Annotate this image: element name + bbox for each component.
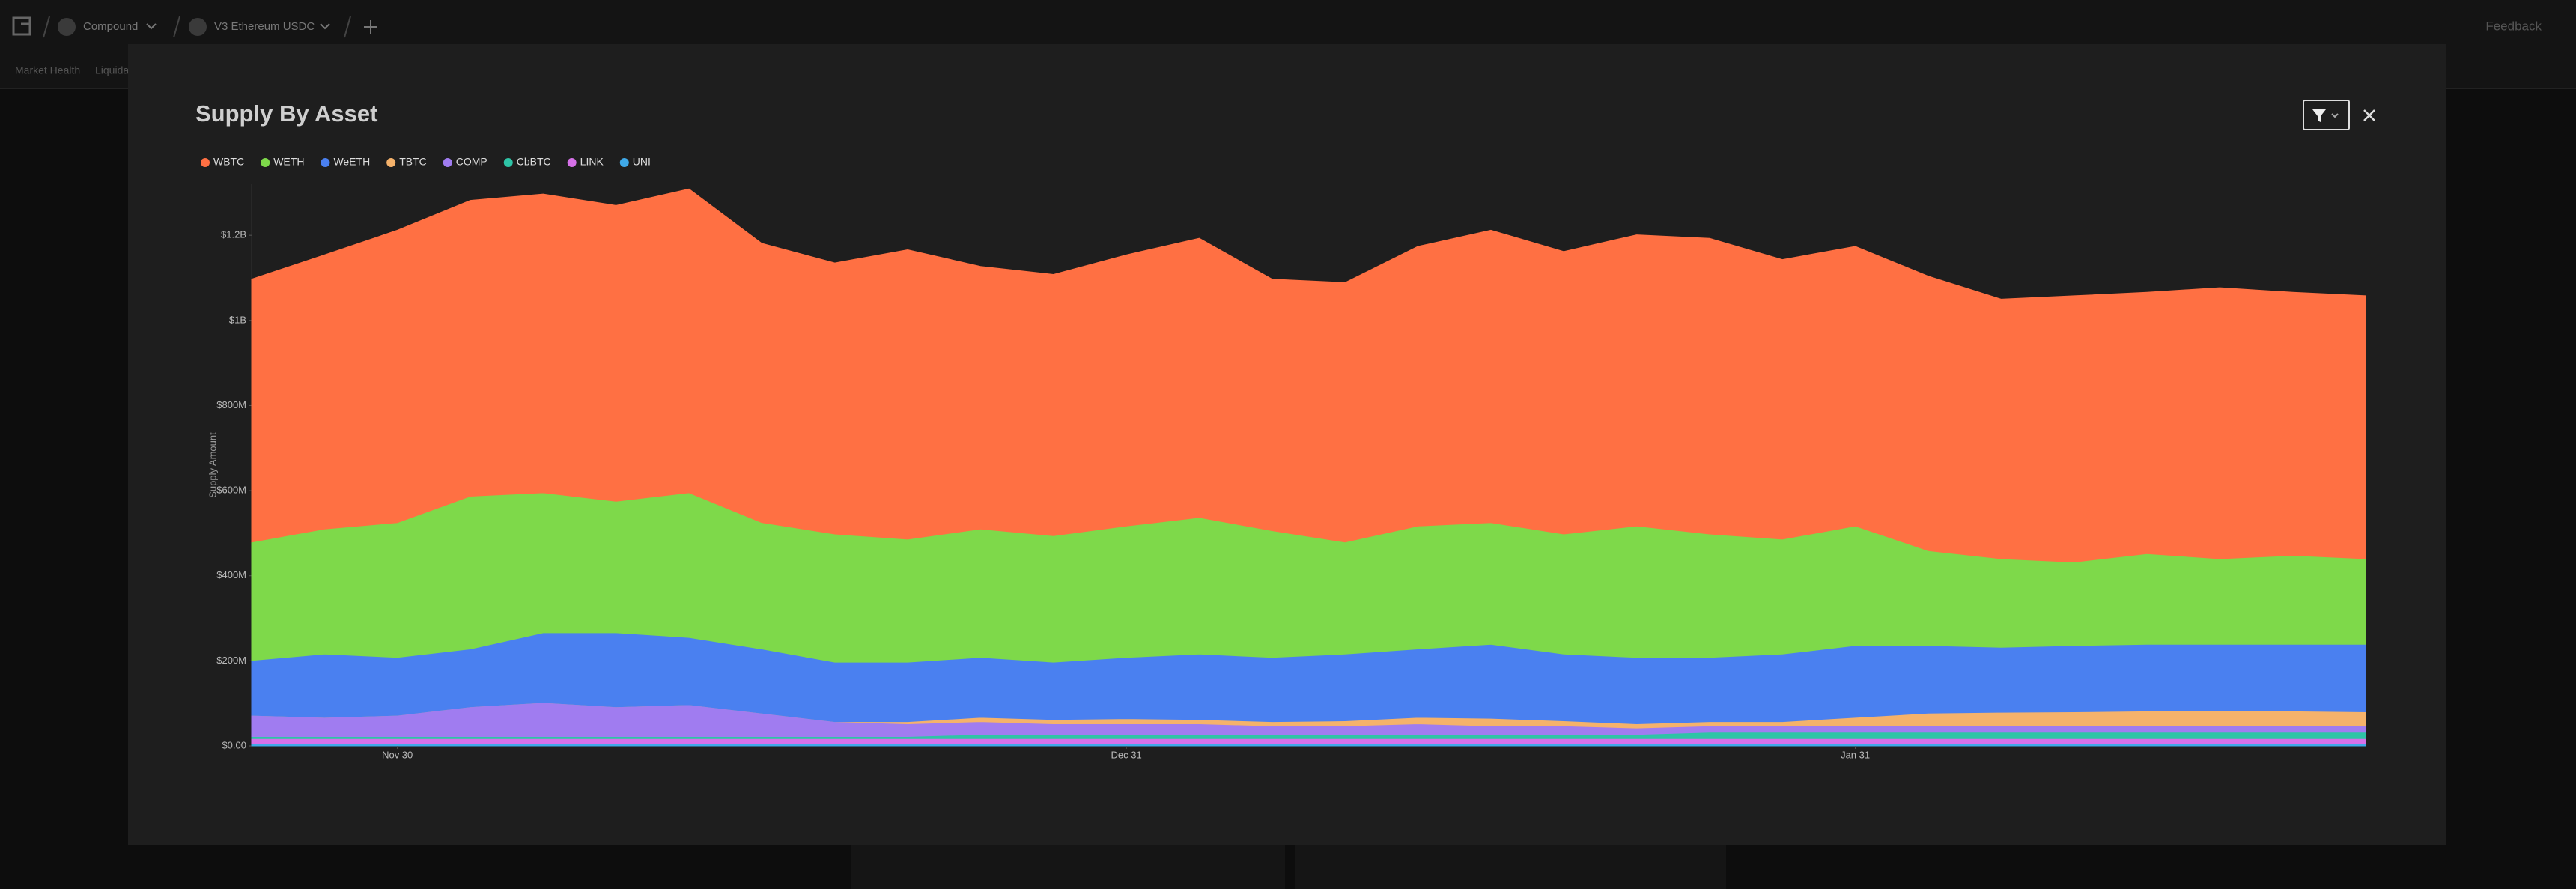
y-tick-label: $600M xyxy=(216,485,246,496)
y-tick-label: $0.00 xyxy=(222,739,246,750)
filter-button[interactable] xyxy=(2303,100,2350,130)
market-name[interactable]: V3 Ethereum USDC xyxy=(214,20,315,33)
separator xyxy=(43,16,50,38)
area xyxy=(251,738,2366,744)
dropdown-caret[interactable] xyxy=(146,23,157,30)
legend-swatch xyxy=(321,158,330,167)
legend-label: WeETH xyxy=(333,156,370,168)
logo[interactable] xyxy=(12,16,31,36)
dropdown-caret[interactable] xyxy=(320,23,330,30)
close-button[interactable] xyxy=(2363,109,2375,121)
legend-label: CbBTC xyxy=(517,156,551,168)
legend-swatch xyxy=(567,158,577,167)
y-tick-label: $200M xyxy=(216,655,246,666)
feedback-link[interactable]: Feedback xyxy=(2485,19,2542,33)
market-icon xyxy=(189,18,207,36)
legend-swatch xyxy=(619,158,629,167)
legend-label: WBTC xyxy=(213,156,244,168)
x-tick-label: Dec 31 xyxy=(1111,749,1142,760)
plot-area: $0.00 $200M $400M $600M $800M $1B $1.2B Nov 30 D… xyxy=(216,184,2366,760)
y-axis-label: Supply Amount xyxy=(207,432,218,498)
chart-title: Supply By Asset xyxy=(195,100,377,127)
x-tick-label: Nov 30 xyxy=(382,749,413,760)
y-tick-label: $400M xyxy=(216,569,246,580)
legend-swatch xyxy=(503,158,513,167)
area xyxy=(251,188,2366,563)
legend-swatch xyxy=(386,158,396,167)
legend-swatch xyxy=(443,158,452,167)
legend: WBTC WETH WeETH TBTC COMP CbBTC LINK UNI xyxy=(201,156,651,168)
legend-label: TBTC xyxy=(399,156,427,168)
x-tick-label: Jan 31 xyxy=(1841,749,1870,760)
add-button[interactable] xyxy=(364,20,377,34)
legend-label: LINK xyxy=(580,156,604,168)
legend-label: UNI xyxy=(633,156,651,168)
legend-swatch xyxy=(261,158,270,167)
legend-label: WETH xyxy=(273,156,304,168)
protocol-name[interactable]: Compound xyxy=(83,20,138,33)
protocol-icon xyxy=(58,18,76,36)
y-tick-label: $800M xyxy=(216,399,246,410)
separator xyxy=(173,16,180,38)
y-tick-label: $1B xyxy=(229,314,246,325)
separator xyxy=(344,16,351,38)
tab[interactable]: Market Health xyxy=(15,64,80,76)
y-tick-label: $1.2B xyxy=(221,229,246,240)
legend-swatch xyxy=(201,158,210,167)
legend-label: COMP xyxy=(456,156,487,168)
